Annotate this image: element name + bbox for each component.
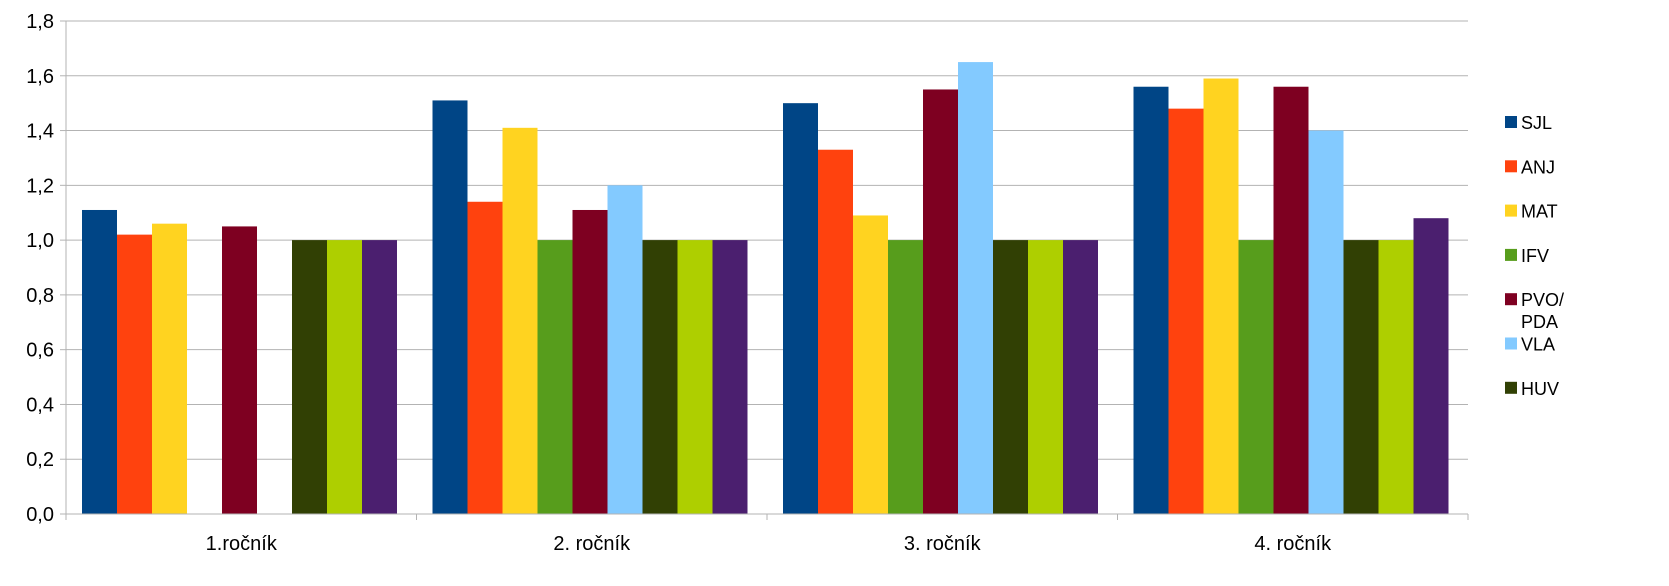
y-tick-label: 1,0 [26, 230, 54, 252]
x-category-label: 3. ročník [904, 533, 982, 555]
legend-label-line: PVO/ [1521, 290, 1564, 310]
bar [362, 240, 397, 514]
bar [853, 215, 888, 514]
bar [607, 185, 643, 515]
bar [1413, 218, 1449, 514]
bar [117, 234, 152, 514]
y-axis-ticks: 0,0 0,2 0,4 0,6 0,8 1,0 1,2 1,4 1,6 1,8 [26, 11, 54, 526]
bar [327, 240, 362, 514]
legend-swatch [1505, 248, 1517, 261]
bar [292, 240, 327, 514]
x-category-label: 4. ročník [1254, 533, 1332, 555]
bar [888, 240, 923, 514]
bar [1308, 130, 1344, 515]
bar [1343, 240, 1379, 514]
legend-label: HUV [1521, 379, 1559, 399]
bar [467, 201, 503, 514]
bar [783, 103, 818, 515]
bar [677, 240, 713, 514]
legend-swatch [1505, 381, 1517, 394]
legend-swatch [1505, 116, 1517, 128]
y-tick-label: 0,2 [26, 449, 54, 471]
bar [1028, 240, 1063, 514]
y-tick-label: 0,8 [26, 285, 54, 307]
bar [502, 127, 538, 515]
bar [1133, 86, 1169, 514]
y-tick-label: 1,4 [26, 121, 54, 143]
legend-label: IFV [1521, 246, 1549, 266]
bar [1063, 240, 1098, 514]
y-tick-label: 0,0 [26, 504, 54, 526]
legend-swatch [1505, 337, 1517, 350]
legend-swatch [1505, 204, 1517, 217]
legend-label: MAT [1521, 202, 1558, 222]
bar [923, 89, 958, 514]
bar [572, 209, 608, 514]
bar [1168, 108, 1204, 515]
legend-label: VLA [1521, 335, 1555, 355]
bar [1378, 240, 1414, 514]
legend: SJL ANJ MAT IFV PVO/PDA VLA HUV [1505, 113, 1564, 399]
y-tick-label: 0,6 [26, 340, 54, 362]
y-tick-label: 1,8 [26, 11, 54, 33]
bar [82, 209, 117, 514]
bar [432, 100, 468, 514]
legend-swatch [1505, 293, 1517, 306]
bar [1238, 240, 1274, 514]
y-tick-label: 1,6 [26, 66, 54, 88]
legend-label: PVO/PDA [1521, 290, 1564, 332]
legend-label: ANJ [1521, 157, 1555, 177]
x-category-label: 2. ročník [553, 533, 631, 555]
bars [82, 62, 1449, 515]
x-axis-labels: 1.ročník 2. ročník 3. ročník 4. ročník [206, 533, 1332, 555]
bar [1203, 78, 1239, 515]
bar [712, 240, 748, 514]
bar [642, 240, 678, 514]
bar [818, 149, 853, 514]
legend-label: SJL [1521, 113, 1552, 133]
legend-label-line: PDA [1521, 312, 1558, 332]
y-tick-label: 1,2 [26, 175, 54, 197]
bar [537, 240, 573, 514]
x-category-label: 1.ročník [206, 533, 278, 555]
bar [1273, 86, 1309, 514]
legend-swatch [1505, 160, 1517, 173]
bar [152, 223, 187, 514]
y-tick-label: 0,4 [26, 394, 54, 416]
axes [60, 20, 1469, 520]
bar [222, 226, 257, 514]
bar [958, 62, 993, 514]
bar [993, 240, 1028, 514]
